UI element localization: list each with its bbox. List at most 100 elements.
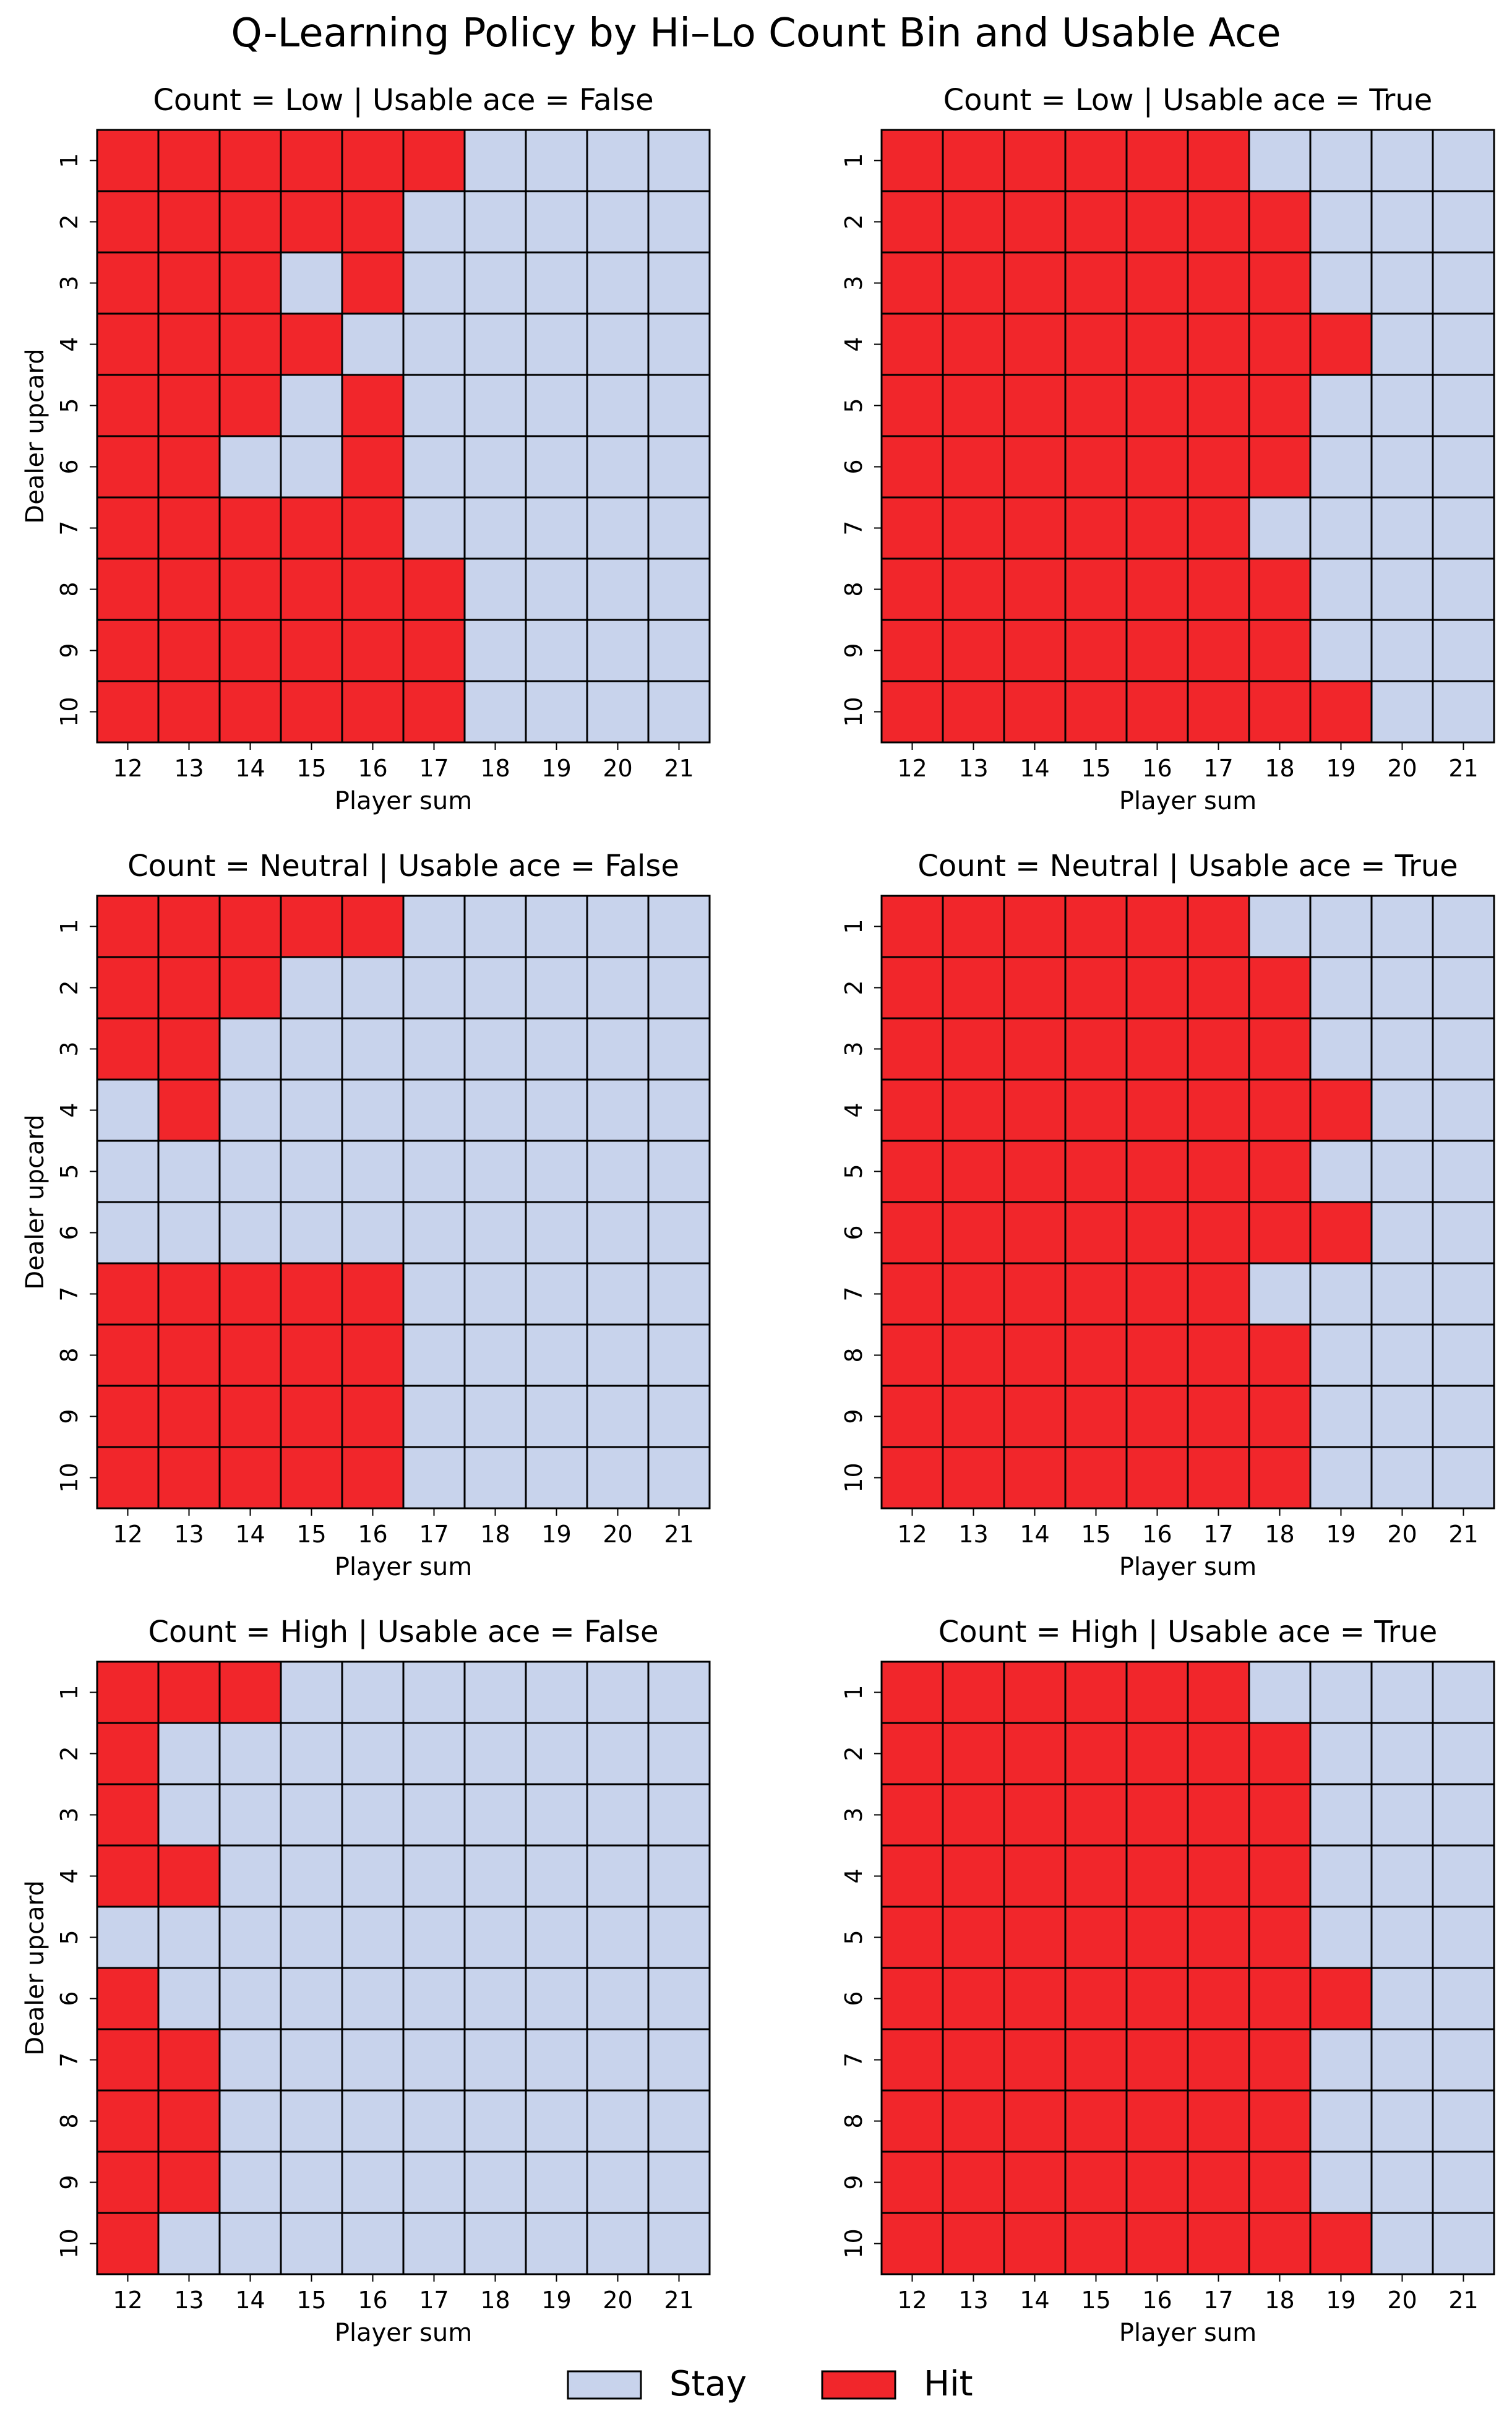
heatmap-cell-stay	[586, 1385, 650, 1448]
heatmap-cell-hit	[1003, 1201, 1067, 1265]
heatmap-cell-hit	[157, 435, 221, 499]
heatmap-cell-hit	[880, 1844, 944, 1908]
heatmap-cell-stay	[1432, 956, 1495, 1020]
heatmap-cell-stay	[586, 1201, 650, 1265]
heatmap-cell-stay	[1248, 496, 1312, 560]
heatmap-cell-stay	[280, 1844, 343, 1908]
x-tick-label: 20	[603, 2287, 632, 2314]
heatmap-cell-stay	[218, 1722, 282, 1785]
heatmap-cell-hit	[1064, 435, 1128, 499]
heatmap-cell-stay	[1309, 496, 1373, 560]
heatmap-cell-hit	[880, 374, 944, 437]
heatmap-cell-hit	[1125, 2028, 1189, 2092]
x-tick-label: 15	[1081, 1521, 1110, 1548]
x-tick-label: 19	[541, 2287, 571, 2314]
x-tick-label: 18	[480, 1521, 510, 1548]
heatmap-cell-hit	[1125, 1905, 1189, 1969]
x-tick-label: 16	[358, 1521, 387, 1548]
heatmap-cell-hit	[942, 2212, 1005, 2275]
heatmap-cell-hit	[1309, 2212, 1373, 2275]
heatmap-cell-stay	[586, 1844, 650, 1908]
x-tick-label: 20	[1387, 1521, 1417, 1548]
heatmap-cell-stay	[647, 2212, 711, 2275]
y-tick-label: 8	[56, 582, 83, 596]
heatmap-cell-hit	[1064, 1722, 1128, 1785]
heatmap-cell-stay	[647, 680, 711, 744]
heatmap-cell-stay	[1370, 1385, 1434, 1448]
heatmap-cell-hit	[96, 2212, 160, 2275]
heatmap-cell-hit	[1064, 1078, 1128, 1142]
heatmap-cell-stay	[1309, 1323, 1373, 1387]
heatmap-cell-stay	[1309, 2150, 1373, 2214]
heatmap-cell-hit	[1248, 1446, 1312, 1510]
heatmap-cell-hit	[1187, 251, 1250, 315]
heatmap-cell-hit	[96, 1722, 160, 1785]
heatmap-cell-hit	[1064, 496, 1128, 560]
heatmap-cell-stay	[463, 2089, 527, 2153]
heatmap-cell-hit	[157, 1078, 221, 1142]
panel-title: Count = Low | Usable ace = True	[943, 83, 1433, 118]
heatmap-cell-hit	[218, 1660, 282, 1724]
x-tick-label: 16	[1142, 1521, 1172, 1548]
heatmap-cell-hit	[1003, 557, 1067, 621]
heatmap-cell-hit	[157, 956, 221, 1020]
heatmap-cell-stay	[586, 557, 650, 621]
heatmap-cell-hit	[96, 895, 160, 958]
heatmap-cell-stay	[463, 619, 527, 682]
heatmap-cell-stay	[157, 1722, 221, 1785]
y-tick-label: 7	[56, 2052, 83, 2067]
heatmap-cell-hit	[1187, 435, 1250, 499]
heatmap-cell-stay	[341, 1140, 405, 1203]
x-tick-label: 18	[480, 755, 510, 782]
heatmap-cell-stay	[218, 1783, 282, 1847]
heatmap-cell-stay	[647, 1201, 711, 1265]
heatmap-cell-hit	[157, 1660, 221, 1724]
y-tick-label: 6	[840, 1225, 867, 1240]
heatmap-cell-hit	[1248, 2089, 1312, 2153]
heatmap-cell-hit	[1187, 557, 1250, 621]
heatmap-cell-hit	[1064, 956, 1128, 1020]
heatmap-cell-stay	[341, 1905, 405, 1969]
heatmap-cell-stay	[402, 1660, 466, 1724]
heatmap-cell-hit	[1003, 1017, 1067, 1081]
heatmap-cell-stay	[1370, 2028, 1434, 2092]
heatmap-cell-hit	[1187, 2028, 1250, 2092]
heatmap-cell-hit	[1064, 1323, 1128, 1387]
x-tick-label: 15	[296, 2287, 326, 2314]
heatmap-cell-stay	[463, 1201, 527, 1265]
heatmap-cell-hit	[157, 557, 221, 621]
x-tick-label: 12	[897, 1521, 927, 1548]
heatmap-cell-hit	[1125, 557, 1189, 621]
heatmap-cell-hit	[942, 1660, 1005, 1724]
heatmap-cell-hit	[880, 1140, 944, 1203]
heatmap-cell-stay	[218, 2212, 282, 2275]
heatmap-cell-stay	[1248, 129, 1312, 192]
heatmap-cell-hit	[1125, 190, 1189, 254]
heatmap-cell-hit	[1187, 1660, 1250, 1724]
heatmap-cell-hit	[218, 557, 282, 621]
heatmap-cell-stay	[1370, 557, 1434, 621]
heatmap-cell-stay	[525, 2212, 588, 2275]
x-tick-label: 19	[1326, 755, 1355, 782]
x-tick-label: 12	[113, 2287, 142, 2314]
heatmap-cell-hit	[942, 129, 1005, 192]
heatmap-cell-stay	[1432, 1262, 1495, 1326]
heatmap-cell-hit	[157, 312, 221, 376]
panel-title: Count = Neutral | Usable ace = True	[917, 849, 1458, 883]
heatmap-cell-hit	[880, 129, 944, 192]
y-tick-label: 6	[56, 459, 83, 474]
legend-label-hit: Hit	[924, 2364, 973, 2404]
heatmap-cell-hit	[1003, 1262, 1067, 1326]
heatmap-cell-stay	[1432, 2028, 1495, 2092]
y-tick-label: 8	[56, 1347, 83, 1362]
x-tick-label: 13	[958, 1521, 988, 1548]
heatmap-cell-hit	[1248, 1722, 1312, 1785]
heatmap-cell-stay	[1432, 1385, 1495, 1448]
heatmap-cell-hit	[1125, 1722, 1189, 1785]
heatmap-cell-stay	[525, 1078, 588, 1142]
heatmap-cell-hit	[1003, 1446, 1067, 1510]
heatmap-cell-stay	[1309, 1446, 1373, 1510]
heatmap-cell-hit	[1064, 1844, 1128, 1908]
heatmap-cell-stay	[463, 251, 527, 315]
